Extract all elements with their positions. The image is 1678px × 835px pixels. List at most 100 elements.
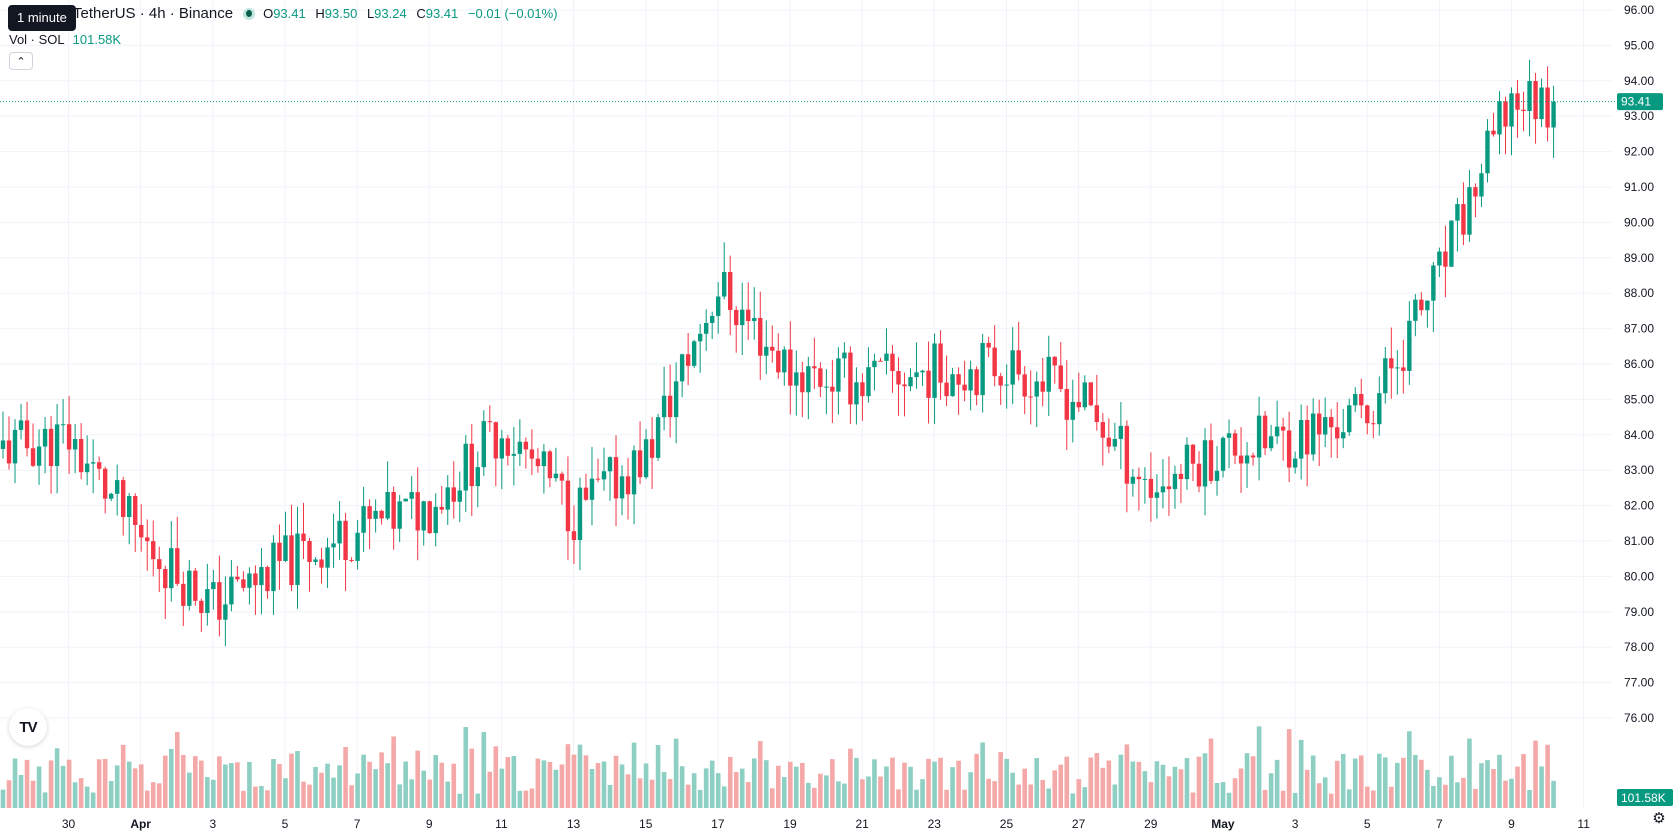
candle-body	[643, 439, 649, 478]
candle-body	[385, 492, 390, 519]
volume-bar	[415, 750, 420, 808]
time-tick-label: 5	[1364, 817, 1371, 831]
volume-bar	[1172, 766, 1178, 808]
time-tick-label: 3	[209, 817, 216, 831]
volume-bar	[1124, 744, 1130, 808]
candle-body	[1070, 401, 1075, 420]
volume-bar	[613, 755, 619, 808]
volume-bar	[709, 760, 715, 808]
candle-body	[1256, 415, 1262, 458]
candle-body	[1046, 356, 1051, 392]
volume-bar	[1461, 777, 1466, 808]
volume-bar	[439, 762, 445, 808]
volume-bar	[1034, 757, 1040, 808]
candle-body	[1401, 367, 1406, 371]
volume-bar	[1431, 785, 1436, 808]
price-tick-label: 94.00	[1624, 74, 1654, 88]
price-tick-label: 91.00	[1624, 180, 1654, 194]
symbol-title[interactable]: TetherUS · 4h · Binance	[73, 5, 234, 22]
volume-bar	[818, 773, 823, 808]
volume-bar	[1004, 758, 1009, 808]
candle-body	[1533, 81, 1538, 120]
volume-bar	[481, 732, 487, 808]
candle-body	[48, 428, 54, 467]
volume-bar	[1389, 786, 1394, 808]
volume-bar	[956, 760, 961, 808]
volume-bar	[1304, 769, 1310, 808]
candle-body	[1455, 204, 1460, 221]
time-axis: 30 Apr 3 5 7 9 11 13 15 17 19 21 23 25 27 29 May 3 5 7 9 11	[62, 817, 1590, 831]
candle-body	[469, 443, 474, 487]
time-tick-label: 13	[567, 817, 581, 831]
volume-bar	[451, 763, 457, 808]
candle-body	[553, 473, 559, 479]
price-tick-label: 89.00	[1624, 251, 1654, 265]
volume-bar	[1413, 754, 1418, 808]
volume-bar	[854, 757, 859, 808]
candle-body	[1413, 299, 1418, 321]
candle-body	[1425, 300, 1430, 311]
candle-body	[896, 371, 901, 385]
volume-bar	[914, 789, 919, 808]
volume-bar	[1352, 758, 1358, 808]
candle-body	[920, 370, 925, 373]
candle-body	[788, 349, 793, 386]
candle-body	[1076, 401, 1081, 408]
candle-body	[229, 576, 234, 605]
candle-body	[1443, 251, 1448, 267]
volume-bar	[727, 756, 733, 808]
candle-body	[0, 440, 6, 449]
volume-bar	[1292, 792, 1298, 808]
volume-bar	[1154, 761, 1160, 808]
volume-bar	[1401, 757, 1406, 808]
volume-bar	[301, 781, 306, 808]
time-tick-label: 11	[1577, 817, 1590, 831]
candle-body	[607, 457, 613, 472]
high-label: H	[315, 6, 325, 21]
candle-body	[1082, 382, 1087, 408]
candle-body	[1172, 473, 1178, 490]
volume-bar	[199, 760, 204, 808]
volume-bar	[12, 758, 18, 808]
candle-body	[18, 420, 24, 430]
volume-bar	[150, 782, 156, 808]
candle-body	[1353, 394, 1358, 406]
volume-bar	[535, 758, 541, 808]
time-tick-label: May	[1211, 817, 1235, 831]
volume-label[interactable]: Vol · SOL	[9, 32, 65, 47]
volume-bar	[433, 755, 439, 808]
volume-bar	[373, 769, 378, 808]
candle-body	[1298, 420, 1304, 459]
volume-bar	[1346, 789, 1352, 808]
volume-bar	[1539, 766, 1544, 808]
tradingview-logo-icon[interactable]: TV	[9, 708, 47, 746]
close-value: 93.41	[425, 6, 459, 21]
price-tick-label: 96.00	[1624, 3, 1654, 17]
candle-body	[72, 439, 78, 450]
price-tick-label: 90.00	[1624, 215, 1654, 229]
candle-body	[163, 569, 168, 589]
candle-body	[842, 352, 847, 359]
candle-body	[133, 496, 138, 525]
price-tick-label: 76.00	[1624, 711, 1654, 725]
volume-bar	[986, 778, 991, 808]
candle-body	[1100, 422, 1106, 438]
candle-body	[601, 471, 607, 480]
volume-bar	[1407, 731, 1412, 808]
close-label: C	[416, 6, 426, 21]
price-tick-label: 79.00	[1624, 605, 1654, 619]
candle-body	[800, 372, 805, 393]
collapse-legend-button[interactable]: ⌃	[9, 52, 33, 70]
gear-icon[interactable]: ⚙	[1652, 810, 1666, 827]
volume-bar	[812, 787, 817, 808]
volume-bar	[607, 784, 613, 808]
candle-body	[956, 374, 961, 385]
volume-bar	[48, 760, 54, 808]
candle-body	[1118, 425, 1124, 439]
volume-bar	[409, 779, 414, 808]
candle-body	[151, 541, 156, 560]
volume-bar	[824, 775, 829, 808]
candle-body	[1052, 356, 1057, 366]
candle-body	[619, 476, 625, 499]
